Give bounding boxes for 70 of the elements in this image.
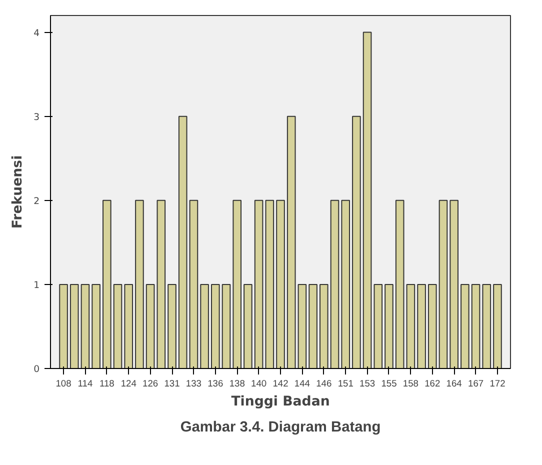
x-tick-label: 136 bbox=[208, 378, 224, 388]
bar bbox=[330, 200, 340, 368]
x-tick-label: 126 bbox=[142, 378, 158, 388]
x-tick-label: 124 bbox=[120, 378, 136, 388]
bar bbox=[200, 284, 209, 368]
x-tick-label: 142 bbox=[272, 378, 288, 388]
bar bbox=[308, 284, 318, 368]
bar bbox=[482, 284, 492, 368]
bar bbox=[254, 200, 264, 368]
bar bbox=[80, 284, 90, 368]
bar bbox=[286, 116, 296, 368]
bar bbox=[428, 284, 437, 368]
bar bbox=[384, 284, 394, 368]
bar bbox=[156, 200, 166, 368]
x-tick-label: 172 bbox=[490, 378, 506, 388]
bar bbox=[189, 200, 198, 368]
x-tick-label: 131 bbox=[164, 378, 180, 388]
bar bbox=[450, 200, 458, 368]
x-tick-label: 108 bbox=[56, 378, 72, 388]
bar bbox=[265, 200, 274, 368]
bar bbox=[395, 200, 404, 368]
x-tick-label: 164 bbox=[446, 378, 462, 388]
bar bbox=[211, 284, 220, 368]
y-tick-label: 3 bbox=[34, 112, 40, 123]
x-tick-label: 153 bbox=[360, 378, 376, 388]
bar bbox=[362, 32, 372, 368]
bar bbox=[70, 284, 79, 368]
x-tick-label: 138 bbox=[229, 378, 245, 388]
bar bbox=[59, 284, 68, 368]
x-tick-label: 146 bbox=[316, 378, 332, 388]
bar bbox=[471, 284, 480, 368]
bar bbox=[135, 200, 144, 368]
bar bbox=[146, 284, 155, 368]
bar bbox=[341, 200, 350, 368]
bar bbox=[276, 200, 285, 368]
x-tick-label: 140 bbox=[251, 378, 267, 388]
bar bbox=[222, 284, 231, 368]
y-tick-label: 0 bbox=[34, 364, 40, 375]
bar bbox=[168, 284, 176, 368]
x-tick-label: 118 bbox=[99, 378, 114, 388]
x-axis-title: Tinggi Badan bbox=[231, 394, 330, 410]
bar bbox=[438, 200, 448, 368]
x-tick-label: 144 bbox=[294, 378, 310, 388]
x-tick-label: 162 bbox=[424, 378, 440, 388]
bar bbox=[92, 284, 100, 368]
bar bbox=[319, 284, 328, 368]
bar bbox=[374, 284, 383, 368]
bar bbox=[417, 284, 426, 368]
bar bbox=[493, 284, 502, 368]
x-tick-label: 114 bbox=[78, 378, 93, 388]
y-tick-label: 1 bbox=[34, 280, 40, 291]
text: Gambar 3.4. Diagram Batang bbox=[180, 420, 381, 436]
x-tick-label: 155 bbox=[381, 378, 397, 388]
x-tick-label: 133 bbox=[186, 378, 202, 388]
bar bbox=[124, 284, 134, 368]
bar bbox=[298, 284, 307, 368]
bar bbox=[352, 116, 361, 368]
y-tick-label: 4 bbox=[34, 28, 40, 39]
bar bbox=[460, 284, 470, 368]
x-tick-label: 167 bbox=[468, 378, 484, 388]
bar bbox=[102, 200, 112, 368]
x-tick-label: 158 bbox=[402, 378, 418, 388]
y-axis-title: Frekuensi bbox=[10, 155, 26, 229]
bar bbox=[406, 284, 416, 368]
bar bbox=[178, 116, 188, 368]
bar bbox=[113, 284, 122, 368]
bar bbox=[244, 284, 252, 368]
bar bbox=[232, 200, 242, 368]
y-tick-label: 2 bbox=[34, 196, 40, 207]
x-tick-label: 151 bbox=[338, 378, 354, 388]
